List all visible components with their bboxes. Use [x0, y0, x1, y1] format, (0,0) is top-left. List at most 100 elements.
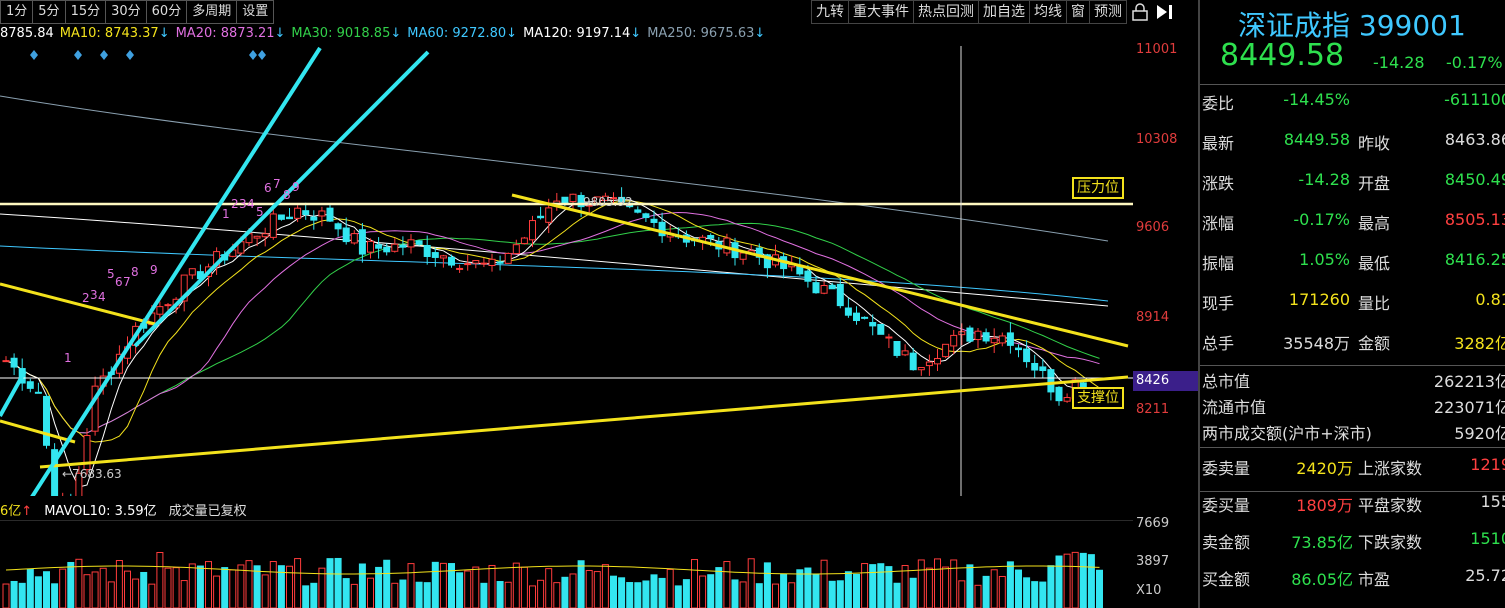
volume-bar — [172, 567, 180, 608]
timeframe-button[interactable]: 多周期 — [186, 0, 238, 24]
candle-body — [188, 268, 196, 276]
timeframe-button[interactable]: 设置 — [236, 0, 275, 24]
tool-button[interactable]: 热点回测 — [913, 0, 979, 24]
volume-bar — [763, 562, 771, 608]
volume-bar — [869, 564, 877, 608]
volume-bar — [788, 582, 796, 608]
td-count-label: 4 — [247, 197, 255, 211]
volume-bar — [188, 563, 196, 608]
quote-value: 8416.25 — [1444, 250, 1505, 269]
volume-bar — [26, 568, 34, 608]
pressure-tag[interactable]: 压力位 — [1072, 177, 1124, 199]
signal-diamond — [74, 50, 82, 60]
volume-bar — [472, 566, 480, 608]
candle-body — [326, 207, 334, 222]
volume-bar — [1031, 581, 1039, 608]
candle-body — [383, 246, 391, 253]
volume-bar — [140, 571, 148, 608]
candle-body — [375, 244, 383, 249]
candle-body — [1023, 348, 1031, 363]
volume-bar — [237, 564, 245, 608]
timeframe-button[interactable]: 15分 — [64, 0, 107, 24]
volume-bar — [1096, 569, 1103, 608]
panel-divider — [1198, 0, 1200, 608]
candle-body — [512, 244, 520, 255]
volume-bar — [553, 582, 561, 608]
candle-body — [431, 252, 439, 258]
tool-button[interactable]: 均线 — [1029, 0, 1067, 24]
volume-bar — [423, 582, 431, 608]
volume-bar — [658, 577, 666, 608]
tool-button[interactable]: 加自选 — [978, 0, 1030, 24]
volume-chart[interactable] — [0, 520, 1133, 608]
timeframe-button[interactable]: 60分 — [145, 0, 188, 24]
panel-separator — [1200, 365, 1505, 366]
quote-label: 振幅 — [1202, 254, 1235, 273]
quote-label: 总手 — [1202, 334, 1235, 353]
volume-bar — [626, 582, 634, 608]
timeframe-button[interactable]: 30分 — [105, 0, 147, 24]
candle-body — [496, 261, 504, 264]
quote-label: 下跌家数 — [1358, 533, 1423, 552]
volume-bar — [156, 552, 164, 608]
volume-bar — [990, 569, 998, 608]
td-count-label: 2 — [231, 197, 239, 211]
candle-body — [407, 239, 415, 248]
panel-separator — [1200, 84, 1505, 85]
volume-bar — [488, 564, 496, 608]
quote-label: 昨收 — [1358, 134, 1391, 153]
quote-label: 最新 — [1202, 134, 1235, 153]
td-count-label: 8 — [131, 265, 139, 279]
quote-value: -0.17% — [1293, 210, 1350, 229]
volume-bar — [399, 579, 407, 608]
volume-bar — [561, 576, 569, 608]
quote-label: 金额 — [1358, 334, 1391, 353]
tool-button[interactable]: 预测 — [1089, 0, 1127, 24]
support-tag[interactable]: 支撑位 — [1072, 387, 1124, 409]
td-count-label: 6 — [264, 181, 272, 195]
volume-bar — [1079, 552, 1087, 608]
candle-body — [853, 312, 860, 322]
signal-diamond — [249, 50, 257, 60]
support-trend-line — [39, 375, 1129, 469]
signal-diamond — [100, 50, 108, 60]
volume-bar — [310, 582, 318, 608]
td-count-label: 8 — [283, 188, 291, 202]
candle-body — [1006, 332, 1014, 346]
volume-bar — [367, 577, 374, 608]
lock-icon[interactable] — [1130, 3, 1150, 21]
volume-bar — [83, 574, 91, 608]
ma120-line — [0, 213, 1109, 307]
timeframe-button[interactable]: 5分 — [32, 0, 66, 24]
candle-body — [261, 233, 269, 238]
low-price-label: ←7683.63 — [62, 467, 122, 481]
candle-body — [942, 343, 950, 358]
volume-bar — [2, 583, 10, 608]
volume-bar — [610, 575, 617, 608]
volume-bar — [1023, 577, 1031, 608]
volume-bar — [577, 560, 585, 608]
timeframe-button[interactable]: 1分 — [0, 0, 34, 24]
quote-label: 卖金额 — [1202, 533, 1251, 552]
volume-bar — [132, 578, 140, 608]
collapse-panel-icon[interactable] — [1154, 3, 1176, 21]
quote-value: -611100 — [1444, 90, 1505, 109]
volume-bar — [974, 584, 982, 608]
volume-bar — [1039, 581, 1047, 608]
candle-body — [464, 263, 472, 266]
volume-bar — [107, 581, 115, 608]
candle-body — [909, 352, 917, 371]
quote-row: 总手 35548万 金额 3282亿 — [1200, 330, 1505, 360]
tool-button[interactable]: 九转 — [811, 0, 849, 24]
volume-bar — [650, 574, 658, 608]
tool-button[interactable]: 窗 — [1066, 0, 1090, 24]
volume-bar — [415, 581, 423, 608]
tool-button[interactable]: 重大事件 — [848, 0, 914, 24]
volume-bar — [691, 559, 698, 608]
ma60-line — [0, 245, 1109, 302]
candle-body — [836, 283, 844, 307]
volume-bar — [221, 567, 229, 608]
